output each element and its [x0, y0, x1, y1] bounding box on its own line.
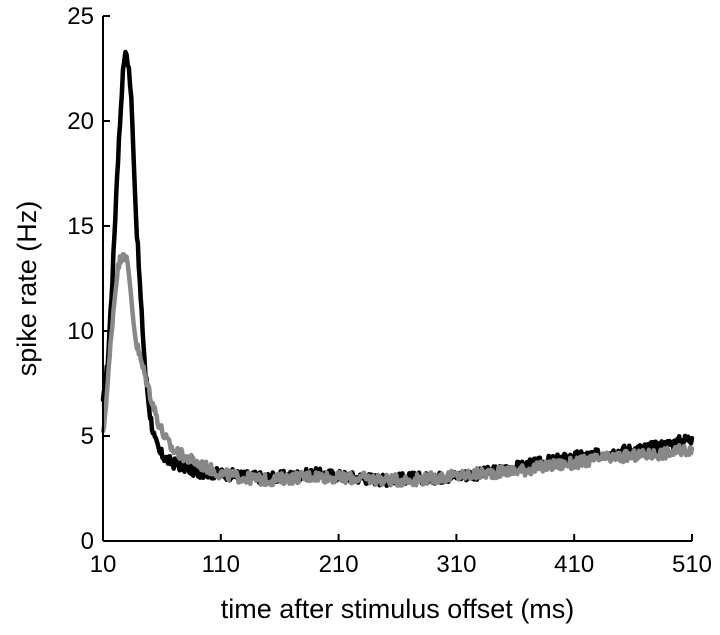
y-tick-label: 0 — [81, 528, 94, 555]
x-tick-label: 110 — [202, 551, 240, 578]
series-layer — [100, 49, 695, 489]
series-line-1 — [100, 49, 695, 489]
y-axis-ticks: 0 5 10 15 20 25 — [67, 3, 110, 555]
y-tick-label: 15 — [67, 213, 94, 240]
x-tick-label: 310 — [436, 551, 476, 578]
y-tick-label: 10 — [67, 318, 94, 345]
y-tick-label: 25 — [67, 3, 94, 30]
series-line-2 — [100, 252, 695, 488]
y-tick-label: 20 — [67, 108, 94, 135]
x-axis-title: time after stimulus offset (ms) — [221, 594, 575, 624]
x-tick-label: 10 — [90, 551, 117, 578]
y-tick-label: 5 — [81, 423, 94, 450]
x-tick-label: 410 — [554, 551, 594, 578]
x-tick-label: 510 — [672, 551, 712, 578]
x-tick-label: 210 — [319, 551, 359, 578]
y-axis-title: spike rate (Hz) — [12, 201, 42, 377]
x-axis-ticks: 10 110 210 310 410 510 — [90, 534, 712, 578]
